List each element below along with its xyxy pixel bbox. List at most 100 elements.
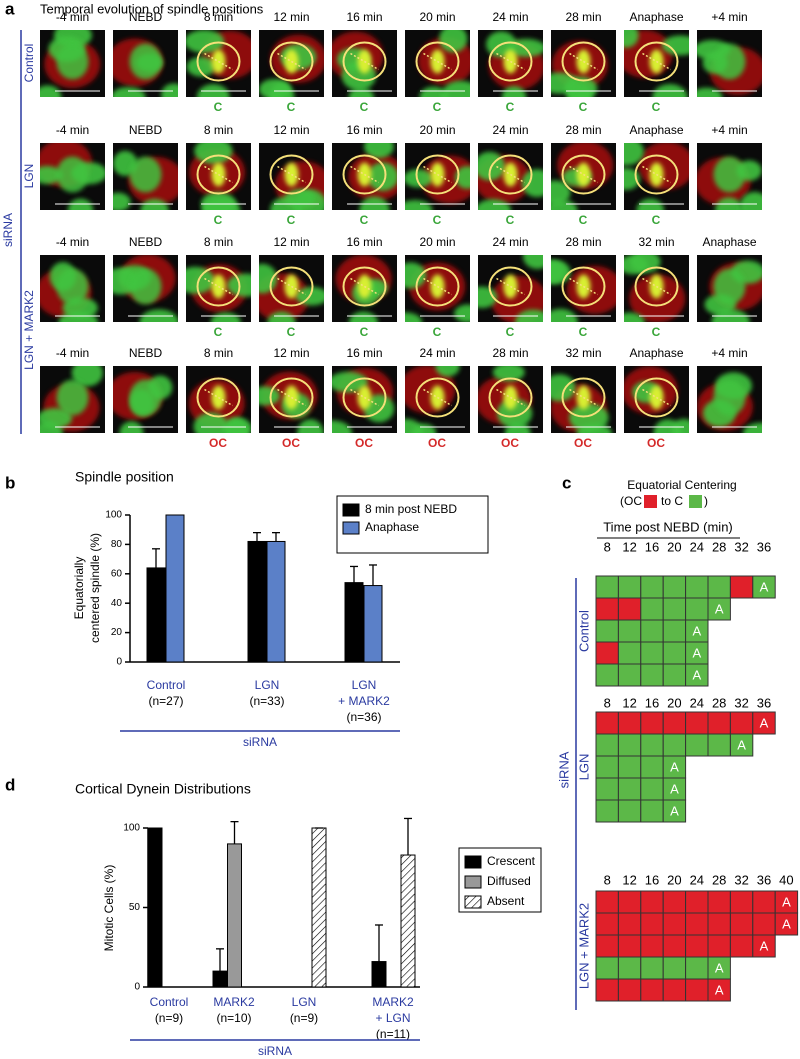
cell bbox=[662, 912, 687, 936]
spindle-axis bbox=[204, 52, 233, 71]
legend-to: to C bbox=[661, 494, 683, 508]
nucleus bbox=[56, 43, 89, 80]
bar bbox=[363, 585, 383, 663]
cell bbox=[707, 912, 731, 936]
cell-outline bbox=[269, 377, 314, 418]
cell bbox=[617, 575, 642, 599]
green-cell bbox=[501, 86, 527, 97]
status-label: OC bbox=[574, 436, 592, 450]
status-label: C bbox=[360, 100, 369, 114]
green-cell bbox=[139, 309, 178, 322]
bar bbox=[247, 540, 267, 663]
panel-label: b bbox=[5, 473, 15, 492]
nucleus bbox=[713, 156, 746, 193]
cell bbox=[640, 912, 664, 936]
time-label: 12 min bbox=[273, 346, 309, 360]
status-label: C bbox=[287, 100, 296, 114]
green-cell bbox=[297, 419, 324, 433]
legend-label: Anaphase bbox=[365, 520, 419, 534]
bar bbox=[147, 827, 163, 988]
green-cell bbox=[186, 30, 225, 54]
cell bbox=[662, 978, 687, 1002]
row-label: LGN + MARK2 bbox=[22, 290, 36, 370]
status-label: C bbox=[652, 213, 661, 227]
spindle-axis bbox=[204, 277, 233, 296]
y-tick-label: 80 bbox=[111, 539, 123, 550]
image-content bbox=[332, 367, 395, 433]
time-header: 36 bbox=[757, 872, 771, 887]
cell bbox=[662, 619, 687, 643]
time-label: -4 min bbox=[56, 346, 89, 360]
green-cell bbox=[224, 417, 251, 433]
status-label: C bbox=[506, 325, 515, 339]
image-content bbox=[188, 377, 251, 433]
time-label: -4 min bbox=[56, 235, 89, 249]
cell-outline bbox=[415, 266, 460, 307]
image-content bbox=[415, 30, 470, 97]
micrograph bbox=[478, 143, 543, 210]
time-header: 28 bbox=[712, 695, 726, 710]
green-cell bbox=[624, 30, 639, 48]
green-cell bbox=[363, 143, 394, 159]
cell bbox=[707, 711, 731, 735]
green-cell bbox=[259, 386, 280, 406]
spindle-axis bbox=[277, 388, 306, 407]
micrograph bbox=[697, 143, 762, 210]
anaphase-mark: A bbox=[782, 894, 791, 909]
green-cell bbox=[119, 421, 144, 433]
green-cell bbox=[492, 366, 525, 382]
time-label: Anaphase bbox=[702, 235, 756, 249]
micrograph bbox=[332, 143, 397, 210]
category-label: MARK2 bbox=[213, 995, 255, 1009]
time-header: 16 bbox=[645, 695, 659, 710]
green-cell bbox=[671, 418, 689, 433]
image-content bbox=[478, 366, 538, 433]
cell bbox=[685, 711, 709, 735]
cell bbox=[617, 799, 642, 823]
status-label: C bbox=[433, 325, 442, 339]
micrograph bbox=[405, 366, 470, 433]
n-label: (n=9) bbox=[155, 1011, 183, 1025]
spindle-axis bbox=[277, 165, 306, 184]
anaphase-mark: A bbox=[715, 960, 724, 975]
cell bbox=[729, 711, 754, 735]
cell bbox=[640, 799, 664, 823]
y-axis-label: centered spindle (%) bbox=[88, 533, 102, 643]
micrograph bbox=[259, 255, 324, 322]
n-label: (n=11) bbox=[376, 1027, 410, 1041]
image-content bbox=[259, 34, 324, 97]
n-label: (n=27) bbox=[148, 694, 183, 708]
green-cell bbox=[259, 263, 278, 294]
cell bbox=[707, 575, 731, 599]
cell-outline bbox=[342, 377, 387, 418]
n-label: (n=10) bbox=[216, 1011, 251, 1025]
green-cell bbox=[551, 260, 571, 285]
spindle-axis bbox=[423, 52, 452, 71]
image-content bbox=[624, 30, 689, 97]
cell bbox=[595, 799, 619, 823]
cell-outline bbox=[415, 154, 460, 195]
n-label: (n=33) bbox=[249, 694, 284, 708]
spindle-axis bbox=[569, 277, 598, 296]
time-label: 28 min bbox=[492, 346, 528, 360]
status-label: C bbox=[579, 100, 588, 114]
spindle-axis bbox=[277, 52, 306, 71]
cell bbox=[640, 978, 664, 1002]
y-tick-label: 0 bbox=[116, 657, 122, 668]
micrograph bbox=[624, 30, 689, 97]
bar bbox=[371, 961, 387, 988]
spindle-axis bbox=[642, 52, 671, 71]
cell-outline bbox=[196, 377, 241, 418]
image-content bbox=[551, 40, 611, 97]
image-content bbox=[405, 154, 470, 210]
cell bbox=[752, 890, 776, 914]
time-header: 32 bbox=[734, 872, 748, 887]
cell bbox=[662, 733, 687, 757]
cell-outline bbox=[415, 41, 460, 82]
category-label: + LGN bbox=[375, 1011, 410, 1025]
time-label: NEBD bbox=[129, 123, 163, 137]
red-cell bbox=[566, 265, 616, 314]
micrograph bbox=[332, 366, 397, 433]
cell-outline bbox=[196, 154, 241, 195]
